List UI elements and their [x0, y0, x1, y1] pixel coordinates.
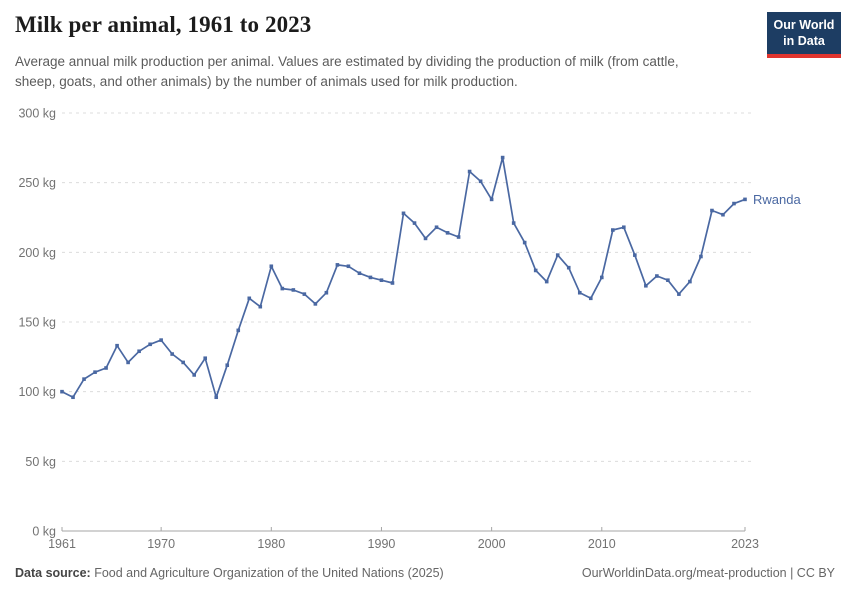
- data-point[interactable]: [313, 302, 318, 306]
- data-point[interactable]: [324, 290, 329, 295]
- data-point[interactable]: [137, 349, 141, 354]
- y-axis-tick-label: 0 kg: [32, 525, 56, 539]
- data-point[interactable]: [82, 377, 86, 381]
- data-point[interactable]: [159, 338, 163, 342]
- data-point[interactable]: [214, 395, 219, 400]
- data-point[interactable]: [732, 201, 736, 206]
- data-point[interactable]: [148, 342, 152, 347]
- data-point[interactable]: [390, 281, 395, 285]
- x-axis-tick-label: 1990: [368, 537, 396, 551]
- data-point[interactable]: [192, 373, 196, 377]
- data-point[interactable]: [368, 275, 373, 280]
- data-point[interactable]: [445, 231, 450, 235]
- data-point[interactable]: [302, 292, 307, 296]
- chart-subtitle: Average annual milk production per anima…: [15, 54, 679, 90]
- data-point[interactable]: [269, 264, 274, 269]
- data-point[interactable]: [115, 343, 119, 348]
- data-point[interactable]: [335, 263, 340, 267]
- data-source-label: Data source:: [15, 566, 91, 580]
- y-axis-tick-label: 50 kg: [25, 455, 56, 469]
- data-point[interactable]: [555, 253, 560, 257]
- data-point[interactable]: [577, 290, 582, 295]
- y-axis-tick-label: 300 kg: [18, 107, 56, 121]
- data-point[interactable]: [622, 225, 626, 230]
- data-point[interactable]: [666, 278, 670, 282]
- data-point[interactable]: [434, 225, 439, 230]
- data-point[interactable]: [357, 271, 362, 276]
- data-point[interactable]: [236, 328, 241, 333]
- data-point[interactable]: [588, 296, 593, 301]
- data-point[interactable]: [456, 235, 461, 239]
- data-point[interactable]: [412, 221, 417, 225]
- data-point[interactable]: [126, 360, 130, 365]
- x-axis-tick-label: 1970: [147, 537, 175, 551]
- data-point[interactable]: [291, 288, 296, 292]
- data-point[interactable]: [379, 278, 384, 282]
- data-point[interactable]: [280, 286, 285, 291]
- x-axis-tick-label: 1961: [48, 537, 76, 551]
- data-line: [61, 156, 746, 399]
- data-point[interactable]: [522, 240, 527, 245]
- owid-logo-text: Our World in Data: [767, 12, 841, 55]
- owid-logo[interactable]: Our World in Data: [767, 12, 841, 59]
- x-axis-tick-label: 2000: [478, 537, 506, 551]
- y-axis-tick-label: 200 kg: [18, 246, 56, 260]
- page-title: Milk per animal, 1961 to 2023: [15, 12, 312, 37]
- data-point[interactable]: [467, 169, 472, 174]
- data-point[interactable]: [247, 296, 252, 301]
- data-point[interactable]: [478, 179, 483, 184]
- x-axis-tick-label: 2023: [731, 537, 759, 551]
- data-point[interactable]: [93, 370, 97, 374]
- data-point[interactable]: [225, 363, 230, 367]
- data-point[interactable]: [181, 360, 185, 365]
- y-axis-tick-label: 250 kg: [18, 176, 56, 190]
- data-point[interactable]: [533, 268, 538, 273]
- owid-logo-red-bar: [767, 54, 841, 59]
- data-point[interactable]: [346, 264, 351, 269]
- x-axis-tick-label: 1980: [257, 537, 285, 551]
- data-point[interactable]: [500, 155, 505, 160]
- y-axis-tick-label: 150 kg: [18, 316, 56, 330]
- data-point[interactable]: [644, 283, 648, 288]
- data-point[interactable]: [511, 221, 516, 225]
- data-point[interactable]: [104, 366, 108, 370]
- data-source-text: Food and Agriculture Organization of the…: [90, 566, 444, 580]
- data-point[interactable]: [170, 352, 174, 356]
- data-point[interactable]: [566, 265, 571, 270]
- data-point[interactable]: [710, 208, 714, 213]
- series-label[interactable]: Rwanda: [753, 192, 801, 207]
- data-point[interactable]: [60, 389, 64, 394]
- x-axis-tick-label: 2010: [588, 537, 616, 551]
- data-point[interactable]: [721, 212, 725, 217]
- data-point[interactable]: [655, 274, 659, 278]
- data-point[interactable]: [611, 228, 615, 232]
- data-point[interactable]: [633, 253, 637, 257]
- data-point[interactable]: [489, 197, 494, 202]
- data-point[interactable]: [258, 304, 263, 309]
- citation-link[interactable]: OurWorldinData.org/meat-production | CC …: [581, 566, 835, 580]
- data-point[interactable]: [699, 254, 703, 259]
- data-point[interactable]: [599, 275, 604, 280]
- data-point[interactable]: [71, 395, 75, 400]
- data-source: Data source: Food and Agriculture Organi…: [15, 566, 444, 580]
- data-point[interactable]: [423, 236, 428, 241]
- data-point[interactable]: [401, 211, 406, 216]
- data-point[interactable]: [688, 279, 692, 284]
- data-point[interactable]: [203, 356, 208, 361]
- data-point[interactable]: [677, 292, 681, 296]
- data-point[interactable]: [544, 279, 549, 284]
- y-axis-tick-label: 100 kg: [18, 385, 56, 399]
- data-point[interactable]: [743, 197, 747, 202]
